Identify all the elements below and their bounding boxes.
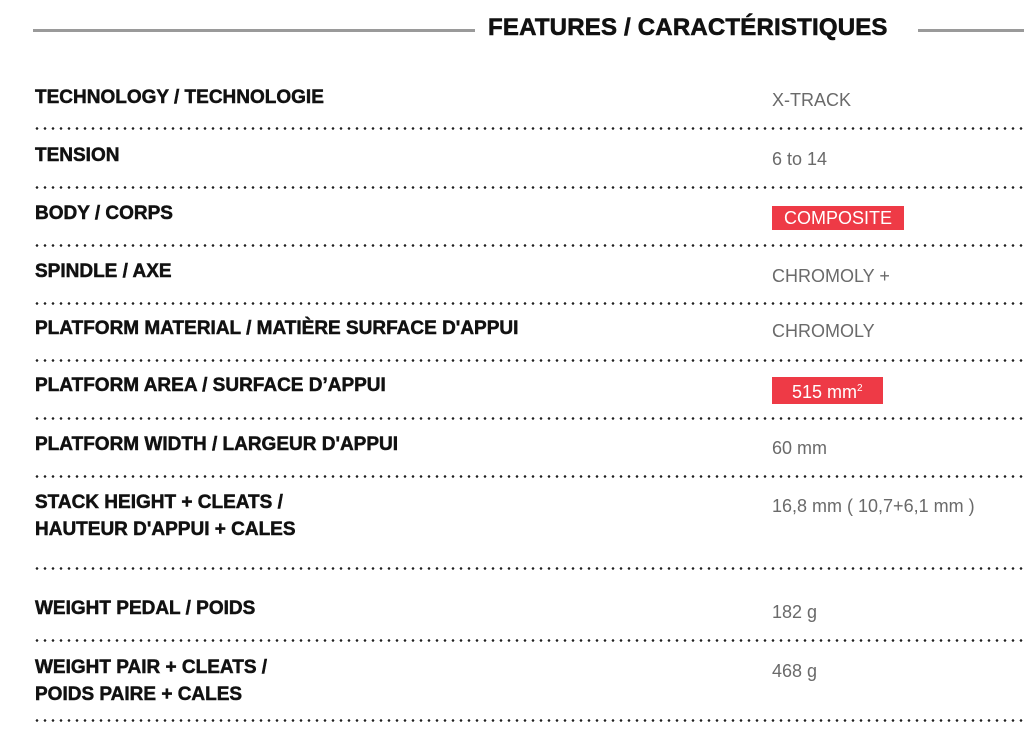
row-divider	[33, 244, 1024, 247]
row-label-stack-height-fr: HAUTEUR D'APPUI + CALES	[35, 519, 296, 541]
row-value-platform-width: 60 mm	[772, 438, 828, 458]
row-label-body: BODY / CORPS	[35, 203, 173, 225]
area-value: 515 mm	[792, 382, 858, 402]
row-divider	[33, 475, 1024, 478]
row-value-stack-height: 16,8 mm ( 10,7+6,1 mm )	[772, 496, 975, 516]
row-value-weight-pair: 468 g	[772, 661, 818, 681]
row-value-spindle: CHROMOLY +	[772, 266, 890, 286]
row-divider	[33, 186, 1024, 189]
area-unit-superscript: 2	[857, 383, 863, 394]
row-value-body: COMPOSITE	[772, 206, 905, 230]
row-label-platform-width: PLATFORM WIDTH / LARGEUR D'APPUI	[35, 434, 399, 456]
row-value-weight-pedal: 182 g	[772, 602, 818, 622]
row-value-tension: 6 to 14	[772, 149, 828, 169]
header-rule-left	[33, 29, 475, 32]
row-divider	[33, 639, 1024, 642]
highlight-badge: COMPOSITE	[772, 206, 905, 230]
row-divider	[33, 417, 1024, 420]
row-label-spindle: SPINDLE / AXE	[35, 261, 172, 283]
row-value-platform-material: CHROMOLY	[772, 321, 875, 341]
row-divider	[33, 567, 1024, 570]
row-divider	[33, 359, 1024, 362]
row-label-platform-material: PLATFORM MATERIAL / MATIÈRE SURFACE D'AP…	[35, 318, 519, 340]
row-value-platform-area: 515 mm2	[772, 377, 883, 404]
row-label-technology: TECHNOLOGY / TECHNOLOGIE	[35, 87, 324, 109]
row-label-tension: TENSION	[35, 145, 120, 167]
highlight-badge: 515 mm2	[772, 377, 883, 404]
row-label-weight-pair: WEIGHT PAIR + CLEATS /	[35, 657, 268, 679]
page-title: FEATURES / CARACTÉRISTIQUES	[488, 14, 888, 42]
row-divider	[33, 719, 1024, 722]
row-divider	[33, 127, 1024, 130]
row-label-stack-height: STACK HEIGHT + CLEATS /	[35, 492, 283, 514]
row-label-weight-pair-fr: POIDS PAIRE + CALES	[35, 684, 243, 706]
row-label-weight-pedal: WEIGHT PEDAL / POIDS	[35, 598, 256, 620]
row-divider	[33, 302, 1024, 305]
row-label-platform-area: PLATFORM AREA / SURFACE D’APPUI	[35, 375, 386, 397]
header-rule-right	[918, 29, 1024, 32]
row-value-technology: X-TRACK	[772, 90, 852, 110]
